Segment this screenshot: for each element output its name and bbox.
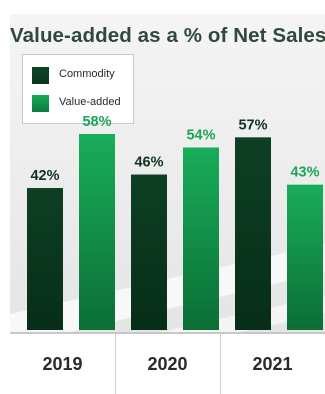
data-label-commodity-2019: 42% [30, 168, 59, 184]
x-tick-label-2019: 2019 [42, 354, 83, 374]
x-tick-label-2021: 2021 [252, 354, 293, 374]
legend: Commodity Value-added [22, 54, 134, 124]
legend-label-commodity: Commodity [59, 68, 115, 80]
legend-label-value-added: Value-added [59, 96, 121, 108]
x-axis-separator [115, 334, 116, 394]
bar-value-added-2020 [183, 147, 219, 330]
chart-frame: Value-added as a % of Net Sales Commodit… [10, 14, 325, 394]
bar-chart-plot: 42% 58% 46% 54% 57% 43% [27, 114, 323, 330]
bar-commodity-2019 [27, 188, 63, 330]
data-label-commodity-2021: 57% [238, 117, 267, 133]
legend-swatch-value-added [32, 95, 49, 112]
bar-commodity-2021 [235, 137, 271, 330]
data-label-value-added-2021: 43% [290, 165, 319, 181]
x-axis: 2019 2020 2021 [10, 332, 325, 394]
bar-value-added-2021 [287, 184, 323, 330]
chart-title: Value-added as a % of Net Sales [10, 24, 325, 47]
bar-value-added-2019 [79, 133, 115, 330]
x-axis-separator [220, 334, 221, 394]
bar-commodity-2020 [131, 174, 167, 330]
data-label-commodity-2020: 46% [134, 155, 163, 171]
x-tick-label-2020: 2020 [147, 354, 188, 374]
legend-swatch-commodity [32, 67, 49, 84]
data-label-value-added-2019: 58% [82, 114, 111, 130]
data-label-value-added-2020: 54% [186, 127, 215, 143]
